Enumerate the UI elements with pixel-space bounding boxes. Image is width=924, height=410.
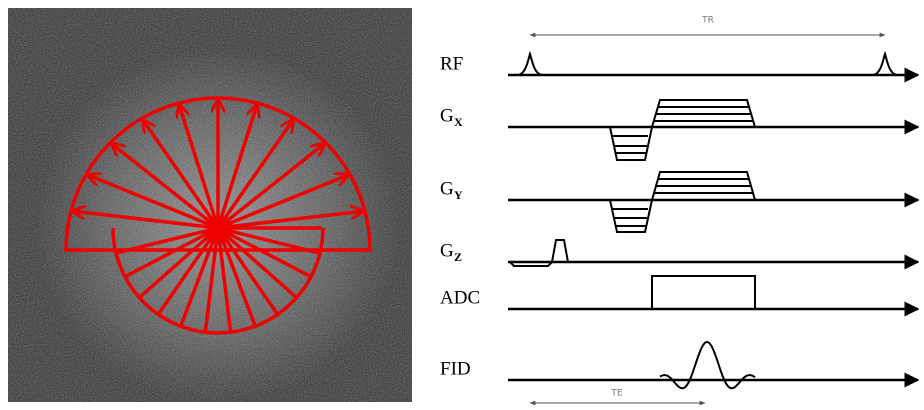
row-label-sub: X [454, 115, 463, 129]
row-label: FID [440, 358, 471, 379]
row-label: RF [440, 53, 463, 74]
row-label-sub: Z [454, 250, 462, 264]
tr-label: TR [701, 16, 714, 26]
row-label: ADC [440, 287, 480, 308]
row-label: G [440, 178, 454, 199]
row-label-sub: Y [454, 188, 463, 202]
figure: TR TE RFGXGYGZADCFID [0, 0, 924, 410]
row-label: G [440, 240, 454, 261]
row-label: G [440, 105, 454, 126]
te-label: TE [610, 389, 622, 399]
page: TR TE RFGXGYGZADCFID [0, 0, 924, 410]
kspace-image [8, 8, 412, 402]
